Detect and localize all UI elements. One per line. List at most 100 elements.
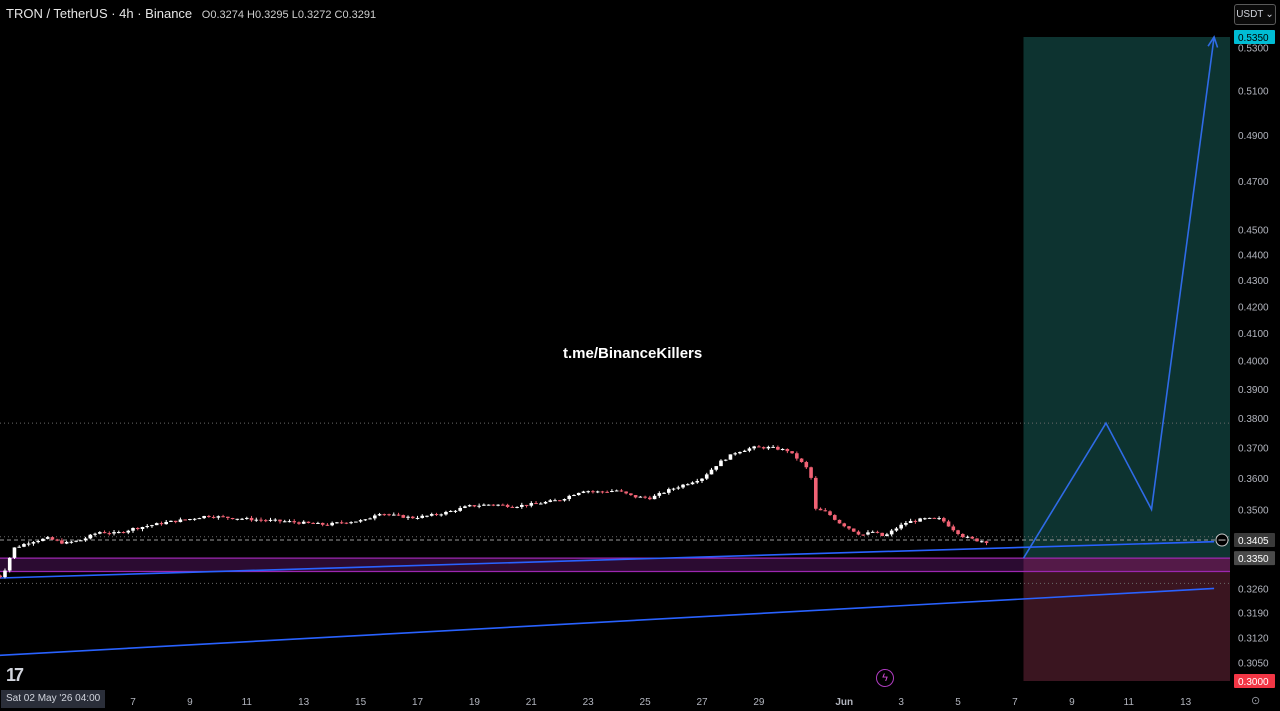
candle-down bbox=[524, 504, 529, 506]
candle-up bbox=[439, 514, 444, 516]
candle-up bbox=[467, 505, 472, 507]
y-tick-label: 0.3600 bbox=[1238, 474, 1269, 485]
x-tick-label: 25 bbox=[640, 697, 652, 708]
y-tick-label: 0.3500 bbox=[1238, 505, 1269, 516]
candle-down bbox=[624, 491, 628, 494]
candle-up bbox=[899, 524, 903, 529]
candle-up bbox=[140, 526, 145, 530]
candle-down bbox=[534, 503, 538, 505]
candle-up bbox=[728, 454, 733, 460]
candle-up bbox=[614, 490, 619, 492]
candle-down bbox=[221, 516, 225, 518]
currency-selector[interactable]: USDT ⌄ bbox=[1234, 4, 1276, 25]
candle-up bbox=[700, 478, 704, 481]
candle-up bbox=[667, 489, 671, 493]
candle-down bbox=[956, 530, 960, 534]
x-tick-label: 23 bbox=[583, 697, 595, 708]
candle-down bbox=[211, 516, 216, 518]
candle-up bbox=[652, 495, 657, 500]
candle-up bbox=[22, 544, 26, 547]
candle-up bbox=[581, 491, 586, 493]
candle-down bbox=[259, 519, 263, 521]
loss-area bbox=[1023, 558, 1230, 681]
candle-up bbox=[576, 492, 581, 496]
candle-down bbox=[183, 519, 187, 521]
candle-up bbox=[131, 528, 135, 531]
candle-up bbox=[425, 515, 429, 517]
y-tick-label: 0.3700 bbox=[1238, 444, 1269, 455]
candle-up bbox=[685, 484, 690, 486]
candle-down bbox=[823, 510, 828, 512]
candle-up bbox=[548, 500, 553, 502]
candle-down bbox=[159, 523, 164, 525]
y-tick-label: 0.4100 bbox=[1238, 329, 1269, 340]
candle-up bbox=[496, 504, 500, 506]
x-tick-label: 11 bbox=[242, 697, 253, 708]
candle-down bbox=[946, 521, 951, 527]
candle-down bbox=[410, 516, 415, 519]
candle-up bbox=[709, 469, 714, 475]
x-tick-label: 9 bbox=[1069, 697, 1075, 708]
candle-down bbox=[629, 493, 633, 496]
candle-up bbox=[538, 503, 543, 505]
candle-up bbox=[391, 514, 396, 516]
candle-up bbox=[335, 522, 339, 524]
candle-up bbox=[889, 530, 894, 535]
y-tick-label: 0.4300 bbox=[1238, 276, 1269, 287]
candle-up bbox=[714, 466, 719, 470]
candle-up bbox=[69, 541, 74, 543]
candle-up bbox=[373, 515, 377, 519]
candle-up bbox=[927, 517, 932, 519]
candle-up bbox=[12, 547, 17, 558]
candle-down bbox=[913, 520, 918, 522]
candle-up bbox=[169, 520, 173, 522]
x-tick-label: 5 bbox=[955, 697, 961, 708]
settings-icon[interactable]: ⊙ bbox=[1251, 695, 1261, 707]
candle-up bbox=[671, 488, 676, 490]
candle-up bbox=[676, 487, 681, 489]
candle-up bbox=[690, 482, 695, 485]
candle-down bbox=[799, 458, 804, 463]
candle-up bbox=[83, 538, 88, 541]
price-label-current bbox=[1234, 533, 1275, 548]
candle-up bbox=[330, 522, 334, 526]
candle-down bbox=[605, 491, 609, 493]
candle-up bbox=[553, 500, 557, 502]
y-tick-label: 0.4000 bbox=[1238, 357, 1269, 368]
candle-up bbox=[742, 450, 747, 452]
candle-down bbox=[472, 505, 477, 507]
candle-down bbox=[942, 518, 946, 522]
candle-up bbox=[41, 538, 45, 542]
candle-down bbox=[263, 520, 268, 522]
flash-icon[interactable]: ϟ bbox=[876, 669, 894, 687]
candle-down bbox=[814, 477, 818, 509]
candle-down bbox=[55, 539, 59, 541]
candle-up bbox=[3, 570, 7, 577]
candle-up bbox=[738, 451, 742, 454]
symbol-title[interactable]: TRON / TetherUS · 4h · Binance bbox=[6, 6, 193, 21]
candle-up bbox=[188, 519, 192, 521]
candle-down bbox=[837, 519, 842, 524]
candle-down bbox=[932, 517, 937, 519]
chart-header: TRON / TetherUS · 4h · Binance O0.3274 H… bbox=[6, 6, 376, 21]
candle-down bbox=[501, 504, 505, 506]
tradingview-logo[interactable]: 17 bbox=[6, 665, 24, 685]
candle-up bbox=[766, 446, 771, 449]
price-label-stop bbox=[1234, 674, 1275, 688]
y-tick-label: 0.3900 bbox=[1238, 385, 1269, 396]
candle-down bbox=[226, 516, 230, 518]
candle-down bbox=[960, 533, 965, 538]
candle-up bbox=[595, 491, 600, 493]
y-tick-label: 0.4900 bbox=[1238, 131, 1269, 142]
x-tick-label: 19 bbox=[469, 697, 481, 708]
x-tick-label: 13 bbox=[1180, 697, 1192, 708]
x-tick-label: 17 bbox=[412, 697, 424, 708]
candle-down bbox=[875, 531, 880, 533]
candle-up bbox=[752, 446, 756, 449]
price-label-text-current: 0.3405 bbox=[1238, 536, 1269, 547]
candle-up bbox=[240, 518, 244, 520]
candle-up bbox=[377, 514, 382, 516]
candle-down bbox=[311, 522, 315, 524]
candle-up bbox=[562, 499, 567, 501]
